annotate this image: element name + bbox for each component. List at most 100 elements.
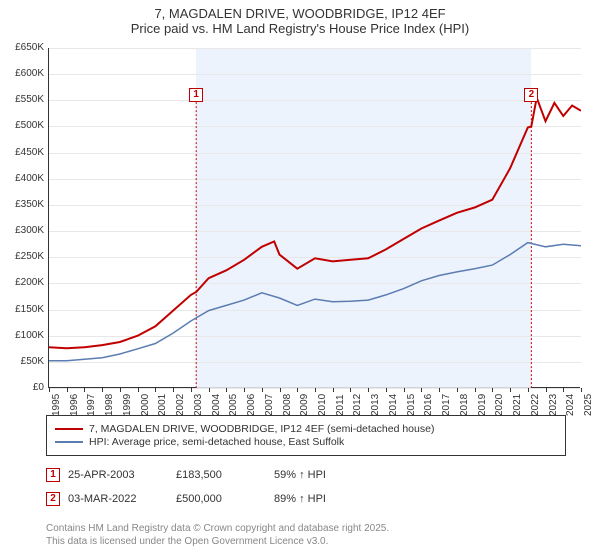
x-tick (49, 388, 50, 392)
x-tick-label: 1999 (122, 394, 133, 416)
x-tick (67, 388, 68, 392)
x-tick-label: 2012 (352, 394, 363, 416)
x-tick (581, 388, 582, 392)
x-tick-label: 2023 (548, 394, 559, 416)
x-tick (421, 388, 422, 392)
x-tick (244, 388, 245, 392)
y-tick-label: £50K (2, 356, 44, 367)
sale-date-1: 25-APR-2003 (68, 469, 168, 481)
title-line-2: Price paid vs. HM Land Registry's House … (0, 21, 600, 36)
x-tick-label: 2020 (494, 394, 505, 416)
x-tick (439, 388, 440, 392)
sale-price-1: £183,500 (176, 469, 266, 481)
y-tick-label: £450K (2, 147, 44, 158)
x-tick-label: 2017 (441, 394, 452, 416)
x-tick-label: 2002 (175, 394, 186, 416)
legend-swatch-property (55, 428, 83, 430)
x-tick-label: 2013 (370, 394, 381, 416)
x-tick-label: 1997 (86, 394, 97, 416)
x-tick-label: 2014 (388, 394, 399, 416)
x-tick-label: 2009 (299, 394, 310, 416)
disclaimer-text: Contains HM Land Registry data © Crown c… (46, 522, 389, 548)
series-property (49, 98, 581, 349)
x-tick-label: 2006 (246, 394, 257, 416)
x-tick-label: 2011 (335, 394, 346, 416)
x-tick (84, 388, 85, 392)
title-line-1: 7, MAGDALEN DRIVE, WOODBRIDGE, IP12 4EF (0, 6, 600, 21)
x-tick (262, 388, 263, 392)
y-tick-label: £200K (2, 277, 44, 288)
x-tick-label: 2003 (193, 394, 204, 416)
x-tick-label: 2018 (459, 394, 470, 416)
x-tick (333, 388, 334, 392)
y-tick-label: £350K (2, 199, 44, 210)
y-tick-label: £500K (2, 120, 44, 131)
x-tick (191, 388, 192, 392)
x-tick (528, 388, 529, 392)
x-tick (297, 388, 298, 392)
sale-date-2: 03-MAR-2022 (68, 493, 168, 505)
sale-price-2: £500,000 (176, 493, 266, 505)
x-tick (315, 388, 316, 392)
chart-lines (49, 48, 581, 388)
x-tick-label: 2015 (406, 394, 417, 416)
x-tick (475, 388, 476, 392)
y-tick-label: £550K (2, 94, 44, 105)
title-block: 7, MAGDALEN DRIVE, WOODBRIDGE, IP12 4EF … (0, 0, 600, 38)
x-tick-label: 2005 (228, 394, 239, 416)
x-tick (492, 388, 493, 392)
y-tick-label: £100K (2, 330, 44, 341)
x-tick (563, 388, 564, 392)
sale-row-1: 1 25-APR-2003 £183,500 59% ↑ HPI (46, 468, 326, 482)
chart-container: 7, MAGDALEN DRIVE, WOODBRIDGE, IP12 4EF … (0, 0, 600, 560)
x-tick (155, 388, 156, 392)
y-tick-label: £150K (2, 304, 44, 315)
x-tick-label: 1998 (104, 394, 115, 416)
x-tick (138, 388, 139, 392)
x-tick-label: 2010 (317, 394, 328, 416)
x-tick (457, 388, 458, 392)
x-tick-label: 2008 (282, 394, 293, 416)
x-tick (226, 388, 227, 392)
x-tick (546, 388, 547, 392)
sale-delta-2: 89% ↑ HPI (274, 493, 326, 505)
x-tick-label: 2007 (264, 394, 275, 416)
x-tick (350, 388, 351, 392)
y-tick-label: £250K (2, 251, 44, 262)
x-tick (209, 388, 210, 392)
x-tick-label: 2022 (530, 394, 541, 416)
sale-delta-1: 59% ↑ HPI (274, 469, 326, 481)
y-tick-label: £650K (2, 42, 44, 53)
x-tick-label: 2021 (512, 394, 523, 416)
legend-label-property: 7, MAGDALEN DRIVE, WOODBRIDGE, IP12 4EF … (89, 423, 434, 435)
x-tick (386, 388, 387, 392)
legend-row-property: 7, MAGDALEN DRIVE, WOODBRIDGE, IP12 4EF … (55, 423, 557, 435)
x-tick (404, 388, 405, 392)
x-tick-label: 2025 (583, 394, 594, 416)
y-tick-label: £600K (2, 68, 44, 79)
sale-marker-1: 1 (46, 468, 60, 482)
x-tick (510, 388, 511, 392)
y-tick-label: £0 (2, 382, 44, 393)
legend-swatch-hpi (55, 441, 83, 443)
x-tick (102, 388, 103, 392)
x-tick-label: 2024 (565, 394, 576, 416)
disclaimer-line-2: This data is licensed under the Open Gov… (46, 535, 389, 548)
chart-marker-1: 1 (189, 88, 203, 102)
series-hpi (49, 243, 581, 361)
x-tick-label: 1995 (51, 394, 62, 416)
disclaimer-line-1: Contains HM Land Registry data © Crown c… (46, 522, 389, 535)
x-tick-label: 1996 (69, 394, 80, 416)
x-tick-label: 2001 (157, 394, 168, 416)
x-tick-label: 2000 (140, 394, 151, 416)
x-tick (280, 388, 281, 392)
x-tick (173, 388, 174, 392)
legend-row-hpi: HPI: Average price, semi-detached house,… (55, 436, 557, 448)
plot-area: 12 (48, 48, 580, 388)
x-tick (368, 388, 369, 392)
x-tick-label: 2019 (477, 394, 488, 416)
legend-label-hpi: HPI: Average price, semi-detached house,… (89, 436, 344, 448)
x-tick (120, 388, 121, 392)
legend-box: 7, MAGDALEN DRIVE, WOODBRIDGE, IP12 4EF … (46, 415, 566, 456)
x-tick-label: 2004 (211, 394, 222, 416)
